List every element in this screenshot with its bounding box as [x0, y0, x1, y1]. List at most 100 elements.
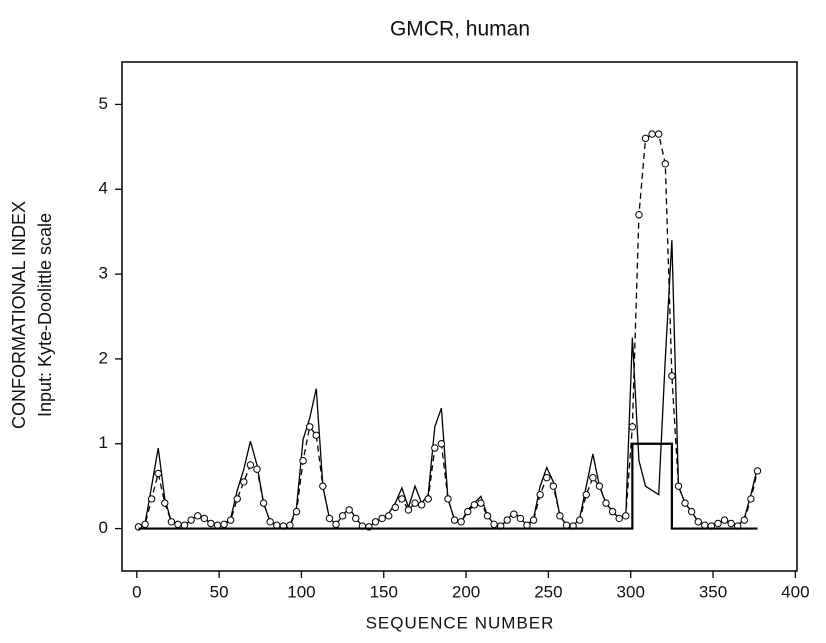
y-axis-label: CONFORMATIONAL INDEX [9, 201, 29, 429]
y-tick-label: 0 [99, 518, 108, 537]
data-point [240, 478, 248, 486]
data-point [259, 499, 268, 507]
data-point [194, 512, 202, 520]
data-point [740, 516, 749, 524]
data-point [635, 211, 643, 219]
data-point [312, 431, 320, 439]
x-tick-label: 0 [132, 582, 141, 601]
data-point [246, 461, 255, 469]
data-point [694, 518, 702, 526]
data-point [641, 134, 650, 143]
data-point [701, 521, 709, 529]
data-point [286, 521, 294, 529]
data-point [681, 499, 689, 507]
x-tick-label: 200 [452, 582, 480, 601]
data-point [431, 444, 439, 452]
y-tick-label: 1 [99, 433, 108, 452]
data-point [464, 507, 472, 516]
x-tick-label: 50 [210, 582, 229, 601]
data-point [417, 501, 426, 509]
data-point [655, 130, 663, 138]
y-axis-label: Input: Kyte-Doolittle scale [35, 213, 55, 417]
data-point [450, 516, 459, 524]
data-point [398, 495, 406, 503]
data-point [556, 512, 564, 520]
data-point [378, 514, 386, 523]
data-point [273, 521, 281, 529]
data-point [444, 495, 452, 503]
data-point [661, 160, 669, 168]
data-point [352, 514, 360, 523]
data-point [180, 521, 189, 529]
x-axis-label: SEQUENCE NUMBER [366, 613, 555, 632]
data-point [516, 514, 525, 523]
data-point [220, 520, 228, 529]
y-tick-label: 5 [99, 94, 108, 113]
data-point [668, 372, 676, 380]
data-point [437, 440, 446, 448]
x-tick-label: 300 [617, 582, 645, 601]
data-point [411, 499, 419, 507]
data-point [371, 518, 380, 526]
data-point [305, 423, 314, 431]
data-point [147, 495, 156, 503]
data-point [345, 506, 353, 514]
data-point [536, 490, 544, 499]
data-point [747, 495, 755, 503]
data-point [233, 495, 241, 503]
data-point [615, 514, 623, 523]
data-point [602, 499, 610, 507]
data-point [595, 482, 604, 490]
data-point [457, 518, 465, 526]
x-tick-label: 400 [781, 582, 809, 601]
x-tick-label: 150 [370, 582, 398, 601]
data-point [332, 520, 340, 529]
x-tick-label: 100 [287, 582, 315, 601]
data-point [325, 514, 334, 523]
data-point [753, 467, 762, 475]
data-point [200, 514, 209, 523]
data-point [503, 516, 511, 524]
data-point [543, 473, 551, 482]
y-tick-label: 4 [99, 179, 108, 198]
data-point [292, 507, 301, 516]
data-point [161, 499, 169, 507]
data-point [714, 519, 722, 528]
data-point [226, 516, 235, 524]
data-point [470, 501, 479, 509]
data-point [674, 482, 683, 490]
data-point [253, 465, 261, 473]
plot-frame [121, 61, 798, 572]
data-point [477, 499, 485, 507]
data-point [338, 512, 347, 520]
data-point [404, 506, 413, 514]
data-point [529, 516, 538, 524]
y-tick-label: 2 [99, 348, 108, 367]
data-point [174, 520, 182, 529]
series-line [138, 133, 759, 528]
data-point [490, 520, 498, 529]
data-point [575, 516, 584, 524]
chart-title: GMCR, human [390, 18, 530, 41]
x-tick-label: 350 [699, 582, 727, 601]
data-point [582, 490, 590, 499]
data-point [628, 423, 637, 431]
data-point [562, 521, 571, 529]
data-point [510, 510, 518, 518]
data-point [523, 521, 531, 529]
data-point [299, 457, 307, 465]
data-point [549, 482, 558, 490]
data-point [483, 512, 492, 520]
data-point [720, 516, 729, 524]
data-point [141, 520, 149, 529]
data-point [589, 473, 597, 482]
x-tick-label: 250 [534, 582, 562, 601]
data-point [424, 495, 432, 503]
data-point [266, 518, 274, 526]
data-point [622, 512, 630, 520]
data-point [187, 516, 195, 524]
series-line [138, 240, 759, 528]
data-point [167, 518, 176, 526]
data-point [687, 507, 696, 516]
